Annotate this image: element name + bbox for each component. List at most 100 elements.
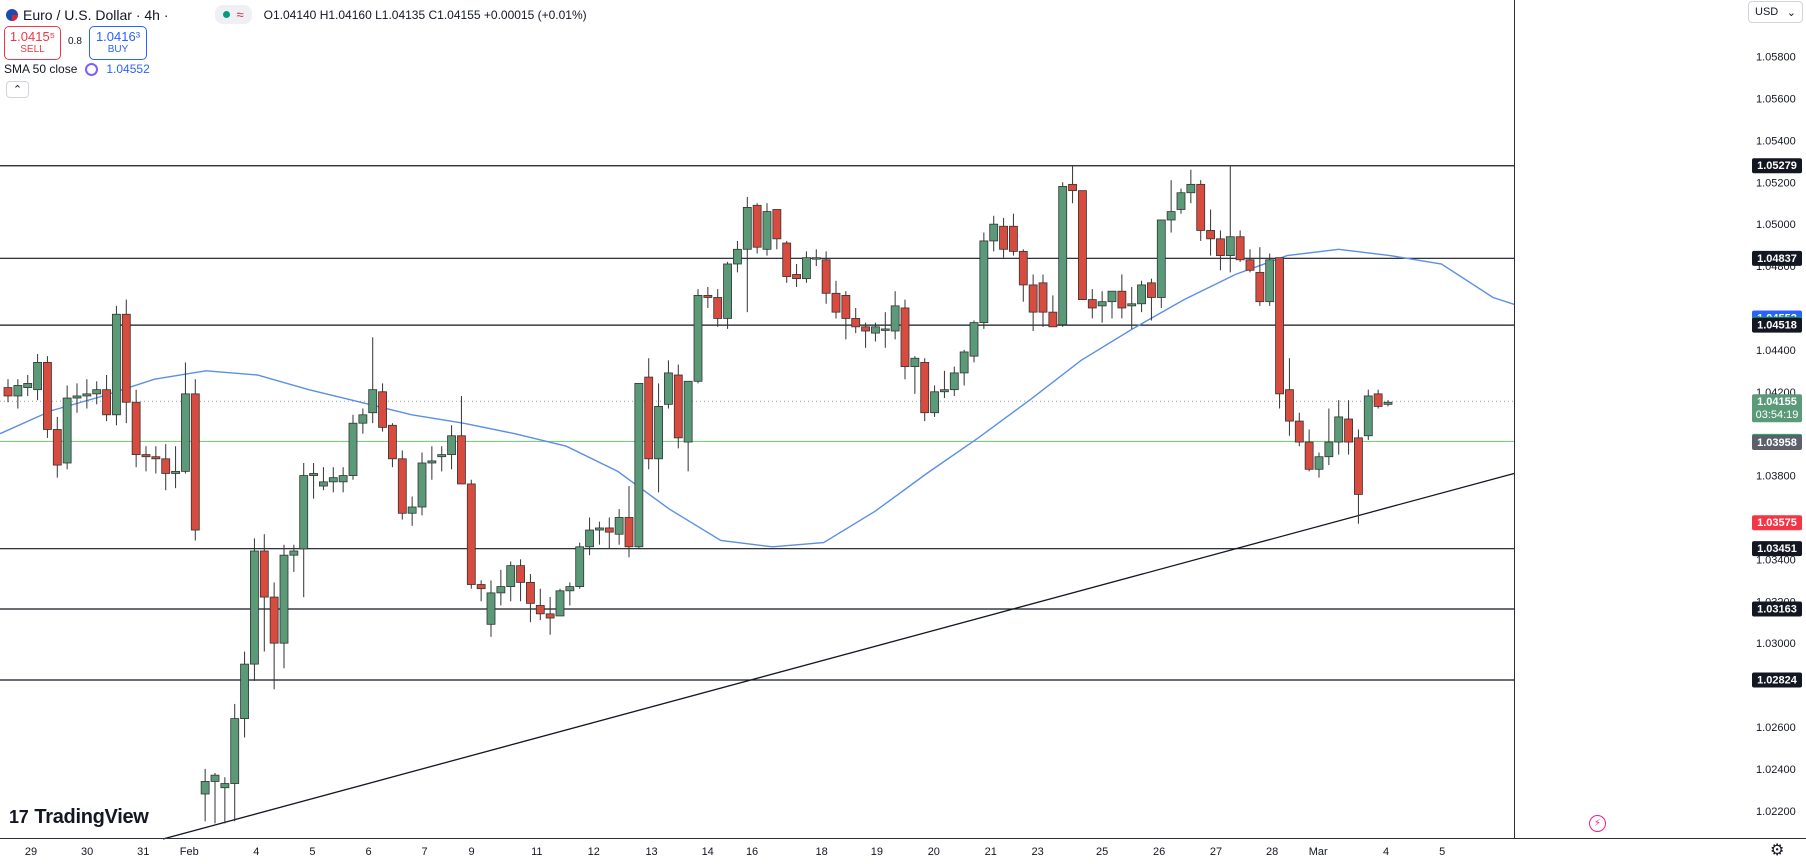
- bullish-candle: [949, 372, 959, 391]
- low-value: L1.04135: [375, 7, 426, 22]
- buy-price: 1.0416³: [95, 29, 141, 44]
- spread-value: 0.8: [68, 36, 82, 47]
- bullish-candle: [92, 389, 102, 395]
- bearish-candle: [1028, 284, 1038, 313]
- bearish-candle: [1285, 389, 1294, 422]
- collapse-legend-button[interactable]: ⌃: [6, 81, 29, 98]
- sma-name: SMA 50 close: [4, 62, 78, 76]
- price-tick-label: 1.05600: [1756, 93, 1796, 105]
- bullish-candle: [1225, 236, 1235, 256]
- lightning-icon[interactable]: ⚡: [1589, 815, 1606, 832]
- bearish-candle: [269, 596, 279, 644]
- bearish-candle: [772, 209, 782, 240]
- sell-price: 1.0415⁵: [9, 29, 56, 44]
- bullish-candle: [348, 422, 358, 476]
- bearish-candle: [1206, 230, 1215, 240]
- time-tick-label: 9: [468, 846, 474, 858]
- bullish-candle: [733, 248, 742, 265]
- price-tag-label: 1.03958: [1757, 437, 1797, 449]
- bullish-candle: [368, 389, 378, 414]
- bullish-candle: [328, 477, 338, 483]
- bullish-candle: [1107, 290, 1117, 303]
- price-tick-label: 1.02200: [1756, 806, 1796, 818]
- bullish-candle: [930, 391, 939, 414]
- bullish-candle: [279, 554, 289, 644]
- bearish-candle: [259, 550, 269, 598]
- bullish-candle: [1324, 441, 1334, 458]
- countdown-label: 03:54:19: [1756, 409, 1799, 421]
- bullish-candle: [289, 550, 299, 556]
- bearish-candle: [1018, 250, 1028, 286]
- time-tick-label: 27: [1210, 846, 1222, 858]
- bearish-candle: [545, 613, 555, 619]
- bullish-candle: [910, 357, 920, 368]
- bearish-candle: [713, 297, 723, 319]
- bullish-candle: [200, 781, 210, 795]
- price-axis-bg: [1514, 0, 1806, 864]
- bearish-candle: [43, 362, 52, 430]
- bullish-candle: [181, 393, 190, 472]
- bullish-candle: [1166, 211, 1176, 221]
- sma-50-line: [0, 248, 1597, 548]
- price-tag-label: 1.03451: [1757, 543, 1797, 555]
- time-tick-label: 6: [365, 846, 371, 858]
- bearish-candle: [999, 225, 1008, 250]
- bearish-candle: [378, 391, 387, 428]
- bullish-candle: [319, 481, 328, 487]
- bullish-candle: [358, 414, 368, 424]
- bearish-candle: [457, 435, 466, 485]
- gear-icon[interactable]: ⚙: [1770, 842, 1785, 859]
- time-tick-label: 18: [815, 846, 827, 858]
- bullish-candle: [683, 380, 693, 443]
- close-value: C1.04155: [428, 7, 481, 22]
- price-tag: [1752, 515, 1802, 531]
- chevron-down-icon: ⌄: [1786, 6, 1796, 19]
- time-tick-label: 29: [25, 846, 37, 858]
- price-tag-label: 1.03163: [1757, 604, 1797, 616]
- bearish-candle: [1354, 437, 1363, 495]
- bullish-candle: [1363, 395, 1373, 437]
- sma-legend[interactable]: SMA 50 close 1.04552: [4, 62, 150, 76]
- bearish-candle: [604, 527, 614, 533]
- time-tick-label: 5: [309, 846, 315, 858]
- bearish-candle: [821, 259, 831, 294]
- time-tick-label: Feb: [180, 846, 199, 858]
- bullish-candle: [220, 783, 230, 789]
- bullish-candle: [13, 385, 23, 397]
- currency-label: USD: [1755, 6, 1779, 18]
- bearish-candle: [1068, 183, 1077, 192]
- bullish-candle: [762, 211, 772, 250]
- sell-button[interactable]: 1.0415⁵ SELL: [4, 26, 61, 60]
- symbol-title[interactable]: Euro / U.S. Dollar · 4h ·: [23, 6, 169, 23]
- bullish-candle: [555, 590, 565, 617]
- bullish-candle: [486, 592, 496, 625]
- bullish-candle: [979, 240, 989, 324]
- buy-button[interactable]: 1.0416³ BUY: [89, 26, 147, 60]
- bullish-candle: [72, 395, 82, 399]
- bearish-candle: [831, 292, 841, 313]
- bullish-candle: [723, 263, 732, 319]
- bullish-candle: [1127, 303, 1137, 307]
- bearish-candle: [1196, 183, 1206, 231]
- price-tag-label: 1.04518: [1757, 320, 1797, 332]
- bearish-candle: [1344, 418, 1353, 443]
- bearish-candle: [1078, 190, 1087, 300]
- bearish-candle: [624, 517, 634, 548]
- bullish-candle: [693, 294, 703, 382]
- bullish-candle: [1383, 401, 1393, 405]
- tradingview-logo[interactable]: 17 TradingView: [9, 806, 149, 829]
- change-value: +0.00015 (+0.01%): [483, 7, 587, 22]
- bearish-candle: [1147, 282, 1156, 298]
- bearish-candle: [1117, 290, 1127, 309]
- currency-selector[interactable]: USD ⌄: [1748, 1, 1803, 23]
- bullish-candle: [1137, 284, 1146, 305]
- price-tag-label: 1.05279: [1757, 160, 1797, 172]
- price-tag: [1752, 434, 1802, 450]
- bearish-candle: [3, 387, 13, 397]
- bearish-candle: [388, 424, 397, 460]
- market-status-pill[interactable]: ≈: [214, 5, 252, 24]
- open-value: O1.04140: [263, 7, 317, 22]
- bullish-candle: [210, 774, 220, 782]
- high-value: H1.04160: [319, 7, 372, 22]
